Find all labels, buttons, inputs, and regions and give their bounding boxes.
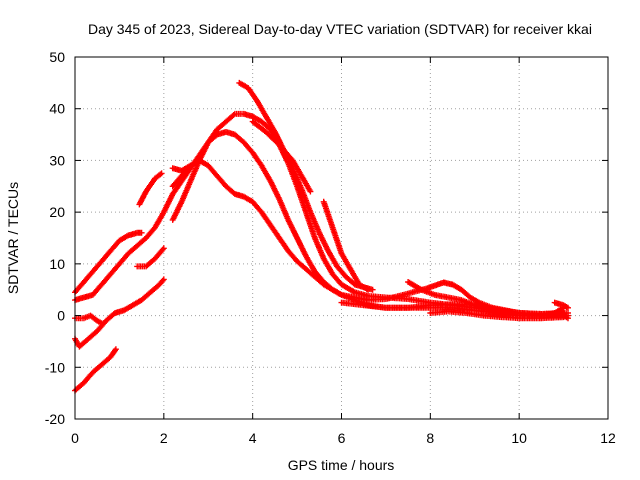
x-axis-label: GPS time / hours bbox=[288, 457, 395, 473]
y-axis-label: SDTVAR / TECUs bbox=[5, 182, 21, 294]
x-tick-label: 8 bbox=[426, 430, 434, 446]
data-marks bbox=[72, 79, 571, 394]
series-track-7 bbox=[134, 245, 167, 270]
x-tick-label: 6 bbox=[338, 430, 346, 446]
series-track-4 bbox=[72, 129, 567, 319]
y-tick-label: -20 bbox=[45, 411, 65, 427]
x-tick-label: 2 bbox=[160, 430, 168, 446]
series-track-17 bbox=[551, 299, 571, 311]
series-track-5 bbox=[72, 229, 145, 296]
grid-lines bbox=[75, 57, 608, 419]
chart-title: Day 345 of 2023, Sidereal Day-to-day VTE… bbox=[88, 21, 592, 37]
x-tick-label: 4 bbox=[249, 430, 257, 446]
series-track-1 bbox=[72, 346, 119, 394]
series-track-12 bbox=[249, 118, 314, 195]
y-tick-label: 40 bbox=[49, 101, 65, 117]
y-tick-label: 50 bbox=[49, 49, 65, 65]
y-tick-label: -10 bbox=[45, 359, 65, 375]
y-tick-label: 10 bbox=[49, 256, 65, 272]
series-track-16 bbox=[427, 308, 567, 322]
series-track-13 bbox=[320, 198, 372, 293]
x-tick-label: 12 bbox=[600, 430, 616, 446]
series-track-2 bbox=[72, 276, 167, 350]
x-tick-label: 0 bbox=[71, 430, 79, 446]
series-track-3 bbox=[72, 312, 105, 327]
series-track-6 bbox=[136, 170, 165, 208]
y-tick-label: 30 bbox=[49, 152, 65, 168]
x-tick-label: 10 bbox=[511, 430, 527, 446]
axis-ticks: 0 2 4 6 8 10 12 -20 -10 0 10 20 30 40 50 bbox=[45, 49, 616, 446]
y-tick-label: 0 bbox=[57, 308, 65, 324]
series-track-9 bbox=[169, 157, 571, 317]
y-tick-label: 20 bbox=[49, 204, 65, 220]
series-track-10 bbox=[169, 162, 194, 174]
